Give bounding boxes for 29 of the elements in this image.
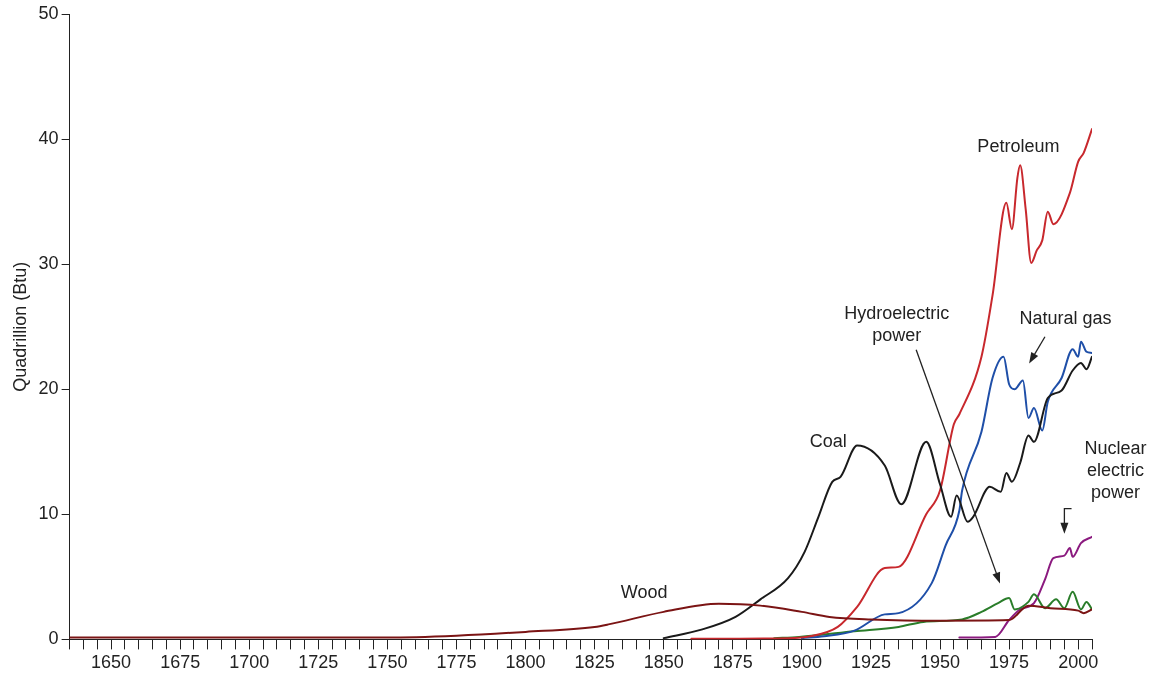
y-tick-label: 20 [38, 378, 59, 399]
annotation: Nuclear electric power [1084, 438, 1147, 503]
y-tick-label: 30 [38, 253, 59, 274]
x-tick-label: 1700 [229, 652, 270, 673]
x-tick-label: 1775 [436, 652, 477, 673]
x-tick-label: 1675 [160, 652, 201, 673]
x-tick-label: 1925 [850, 652, 891, 673]
x-tick-label: 1975 [989, 652, 1030, 673]
x-tick-label: 1725 [298, 652, 339, 673]
y-tick-label: 0 [48, 628, 59, 649]
x-tick-label: 1650 [91, 652, 132, 673]
annotation: Hydroelectric power [844, 303, 950, 346]
y-tick-label: 10 [38, 503, 59, 524]
x-tick-label: 1875 [712, 652, 753, 673]
annotation: Petroleum [977, 135, 1060, 156]
y-tick-label: 40 [38, 128, 59, 149]
y-tick-label: 50 [38, 2, 59, 23]
annotation: Coal [809, 431, 847, 452]
line-series [958, 535, 1092, 639]
x-tick-label: 1800 [505, 652, 546, 673]
x-tick-label: 1850 [643, 652, 684, 673]
x-tick-label: 1950 [920, 652, 961, 673]
y-axis-title: Quadrillion (Btu) [9, 261, 30, 392]
annotation: Natural gas [1019, 308, 1112, 329]
x-tick-label: 2000 [1058, 652, 1099, 673]
annotation: Wood [620, 582, 668, 603]
x-tick-label: 1750 [367, 652, 408, 673]
x-tick-label: 1825 [574, 652, 615, 673]
x-tick-label: 1900 [781, 652, 822, 673]
